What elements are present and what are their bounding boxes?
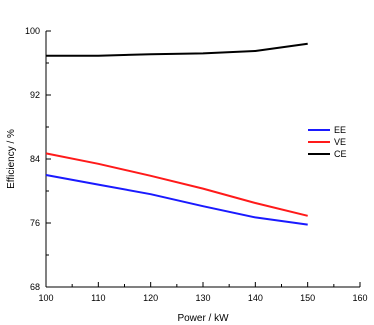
legend-label-ee: EE (334, 125, 346, 135)
x-tick-label: 140 (248, 293, 263, 303)
y-tick-label: 76 (30, 218, 40, 228)
y-axis-label: Efficiency / % (6, 129, 17, 189)
legend: EE VE CE (308, 125, 347, 159)
x-tick-label: 150 (300, 293, 315, 303)
series-line-ee (45, 174, 308, 226)
y-tick-label: 84 (30, 154, 40, 164)
legend-label-ce: CE (334, 149, 347, 159)
ticks: 68 76 84 92 100 100 110 120 130 140 150 160 (25, 26, 368, 303)
series-line-ce (46, 42, 308, 57)
x-tick-label: 110 (91, 293, 105, 303)
x-tick-label: 100 (38, 293, 53, 303)
legend-label-ve: VE (334, 137, 346, 147)
x-tick-label: 120 (143, 293, 158, 303)
series-layer (45, 42, 308, 226)
x-tick-label: 130 (195, 293, 210, 303)
y-tick-label: 68 (30, 282, 40, 292)
y-tick-label: 92 (30, 90, 40, 100)
x-axis-label: Power / kW (177, 313, 229, 324)
axes (45, 31, 360, 288)
series-line-ve (45, 152, 308, 217)
x-tick-label: 160 (352, 293, 367, 303)
y-tick-label: 100 (25, 26, 40, 36)
